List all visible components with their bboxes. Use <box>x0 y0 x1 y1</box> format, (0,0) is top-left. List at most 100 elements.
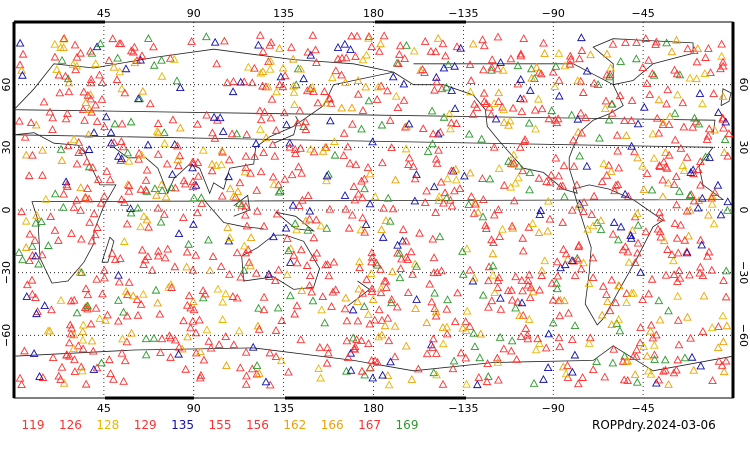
observation-marker <box>119 307 128 316</box>
observation-marker <box>77 268 86 276</box>
observation-marker <box>324 271 334 280</box>
observation-marker <box>670 108 680 117</box>
observation-marker <box>468 109 478 118</box>
observation-marker <box>246 261 255 270</box>
observation-marker <box>114 39 124 48</box>
observation-marker <box>213 284 223 293</box>
observation-marker <box>506 346 516 355</box>
observation-marker <box>128 291 138 300</box>
observation-marker <box>193 171 203 180</box>
observation-marker <box>608 358 618 367</box>
observation-marker <box>653 224 663 233</box>
observation-marker <box>278 82 288 91</box>
observation-marker <box>627 141 636 150</box>
observation-marker <box>58 202 68 211</box>
observation-marker <box>478 174 487 183</box>
observation-marker <box>376 39 385 48</box>
observation-marker <box>662 163 672 172</box>
observation-marker <box>651 330 661 339</box>
observation-marker <box>43 326 53 335</box>
observation-marker <box>269 232 278 241</box>
observation-marker <box>149 42 158 51</box>
observation-marker <box>567 110 577 119</box>
observation-marker <box>710 188 720 196</box>
observation-marker <box>688 122 698 131</box>
observation-marker <box>660 355 670 364</box>
observation-marker <box>656 232 666 241</box>
observation-marker <box>115 67 125 76</box>
observation-marker <box>621 37 630 46</box>
observation-marker <box>272 87 281 96</box>
observation-marker <box>467 192 476 200</box>
observation-marker <box>569 135 578 144</box>
observation-marker <box>134 154 144 163</box>
observation-marker <box>455 184 465 193</box>
observation-marker <box>202 110 212 119</box>
observation-marker <box>641 34 651 43</box>
observation-marker <box>136 184 146 193</box>
observation-marker <box>679 166 689 174</box>
observation-marker <box>101 112 111 121</box>
observation-marker <box>365 363 375 372</box>
observation-marker <box>584 279 594 287</box>
observation-marker <box>397 254 406 263</box>
observation-marker <box>488 249 498 258</box>
observation-marker <box>255 106 265 115</box>
observation-marker <box>110 119 120 128</box>
observation-marker <box>570 271 580 279</box>
observation-marker <box>323 348 333 357</box>
observation-marker <box>410 174 420 183</box>
map-caption: ROPPdry.2024-03-06 <box>592 418 716 432</box>
observation-marker <box>606 167 616 175</box>
observation-marker <box>95 314 105 323</box>
observation-marker <box>124 277 134 286</box>
coastline-2 <box>109 71 394 195</box>
observation-marker <box>267 94 277 103</box>
observation-marker <box>476 329 486 338</box>
observation-marker <box>487 62 497 71</box>
observation-marker <box>182 247 192 256</box>
observation-marker <box>376 284 386 292</box>
observation-marker <box>534 228 544 236</box>
observation-marker <box>379 203 388 212</box>
observation-marker <box>696 157 705 166</box>
coastline-1 <box>13 48 716 135</box>
observation-marker <box>179 213 188 222</box>
observation-marker <box>616 222 626 231</box>
observation-marker <box>271 325 281 334</box>
observation-marker <box>87 336 97 345</box>
observation-marker <box>296 64 306 73</box>
observation-marker <box>673 291 683 300</box>
observation-marker <box>362 50 371 59</box>
observation-marker <box>678 98 688 107</box>
observation-marker <box>531 124 540 133</box>
observation-marker <box>295 106 305 115</box>
observation-marker <box>107 248 117 257</box>
observation-marker <box>673 248 683 257</box>
observation-marker <box>261 377 271 386</box>
observation-marker <box>153 298 163 307</box>
observation-marker <box>649 153 659 162</box>
observation-marker <box>479 41 489 50</box>
observation-marker <box>659 236 669 245</box>
observation-marker <box>721 356 731 365</box>
observation-marker <box>555 311 565 320</box>
observation-marker <box>114 277 124 286</box>
observation-marker <box>530 74 539 82</box>
observation-marker <box>272 209 282 218</box>
observation-marker <box>247 78 257 87</box>
observation-marker <box>616 57 626 65</box>
observation-marker <box>359 302 369 310</box>
observation-marker <box>232 248 242 257</box>
observation-marker <box>671 172 681 181</box>
observation-marker <box>607 99 617 108</box>
legend-entry-155: 155 <box>209 418 232 432</box>
observation-marker <box>241 151 251 160</box>
observation-marker <box>588 253 598 262</box>
observation-marker <box>108 34 118 43</box>
observation-marker <box>316 221 326 230</box>
observation-marker <box>618 356 628 365</box>
observation-marker <box>418 124 428 133</box>
observation-marker <box>356 225 366 234</box>
observation-marker <box>431 349 441 357</box>
